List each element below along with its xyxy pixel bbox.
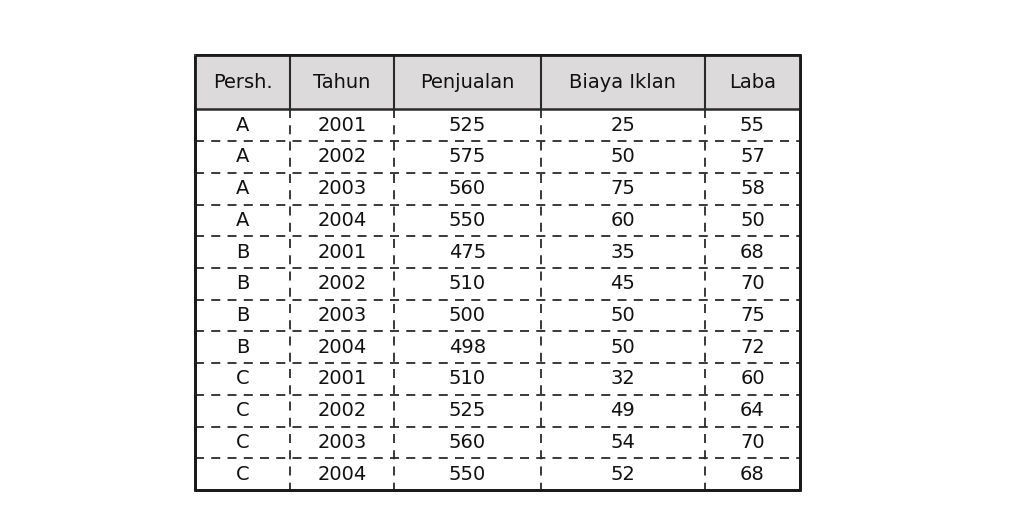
Text: B: B [236,275,249,293]
Text: Persh.: Persh. [213,72,272,92]
Text: 57: 57 [740,148,765,166]
Text: 2004: 2004 [317,465,367,484]
Text: 2003: 2003 [317,306,367,325]
Text: 64: 64 [740,401,765,420]
Text: 550: 550 [449,211,485,230]
Text: 68: 68 [740,243,765,261]
Bar [195,55,800,109]
Text: 35: 35 [610,243,635,261]
Text: C: C [236,370,250,388]
Text: Penjualan: Penjualan [420,72,514,92]
Text: 498: 498 [449,338,485,357]
Text: 550: 550 [449,465,485,484]
Text: 560: 560 [449,433,485,452]
Text: A: A [236,211,249,230]
Text: 2002: 2002 [317,275,367,293]
Text: 510: 510 [449,370,485,388]
Text: 32: 32 [610,370,635,388]
Text: 2001: 2001 [317,116,367,135]
Text: B: B [236,338,249,357]
Text: Laba: Laba [729,72,776,92]
Text: 54: 54 [610,433,635,452]
Text: 500: 500 [449,306,485,325]
Text: 68: 68 [740,465,765,484]
Text: 2002: 2002 [317,148,367,166]
Text: 575: 575 [449,148,486,166]
Text: 55: 55 [740,116,765,135]
Text: 2001: 2001 [317,370,367,388]
Text: 75: 75 [610,179,635,198]
Text: 75: 75 [740,306,765,325]
Text: 70: 70 [740,433,765,452]
Text: 25: 25 [610,116,635,135]
Text: A: A [236,148,249,166]
Text: C: C [236,401,250,420]
Text: 45: 45 [610,275,635,293]
Text: 60: 60 [610,211,635,230]
Text: 510: 510 [449,275,485,293]
Text: 525: 525 [449,401,486,420]
Text: B: B [236,243,249,261]
Text: 2003: 2003 [317,433,367,452]
Text: Biaya Iklan: Biaya Iklan [569,72,676,92]
Text: 2001: 2001 [317,243,367,261]
Text: 52: 52 [610,465,635,484]
Text: 49: 49 [610,401,635,420]
Text: C: C [236,465,250,484]
Text: 70: 70 [740,275,765,293]
Text: 475: 475 [449,243,485,261]
Text: B: B [236,306,249,325]
Text: 58: 58 [740,179,765,198]
Text: 50: 50 [610,148,635,166]
Text: A: A [236,116,249,135]
Text: A: A [236,179,249,198]
Text: 525: 525 [449,116,486,135]
Text: 72: 72 [740,338,765,357]
Text: C: C [236,433,250,452]
Text: 50: 50 [610,306,635,325]
Text: 50: 50 [610,338,635,357]
Text: 2004: 2004 [317,211,367,230]
Text: Tahun: Tahun [313,72,371,92]
Bar [195,55,800,490]
Text: 50: 50 [740,211,765,230]
Text: 560: 560 [449,179,485,198]
Text: 2003: 2003 [317,179,367,198]
Text: 2004: 2004 [317,338,367,357]
Text: 60: 60 [740,370,765,388]
Text: 2002: 2002 [317,401,367,420]
